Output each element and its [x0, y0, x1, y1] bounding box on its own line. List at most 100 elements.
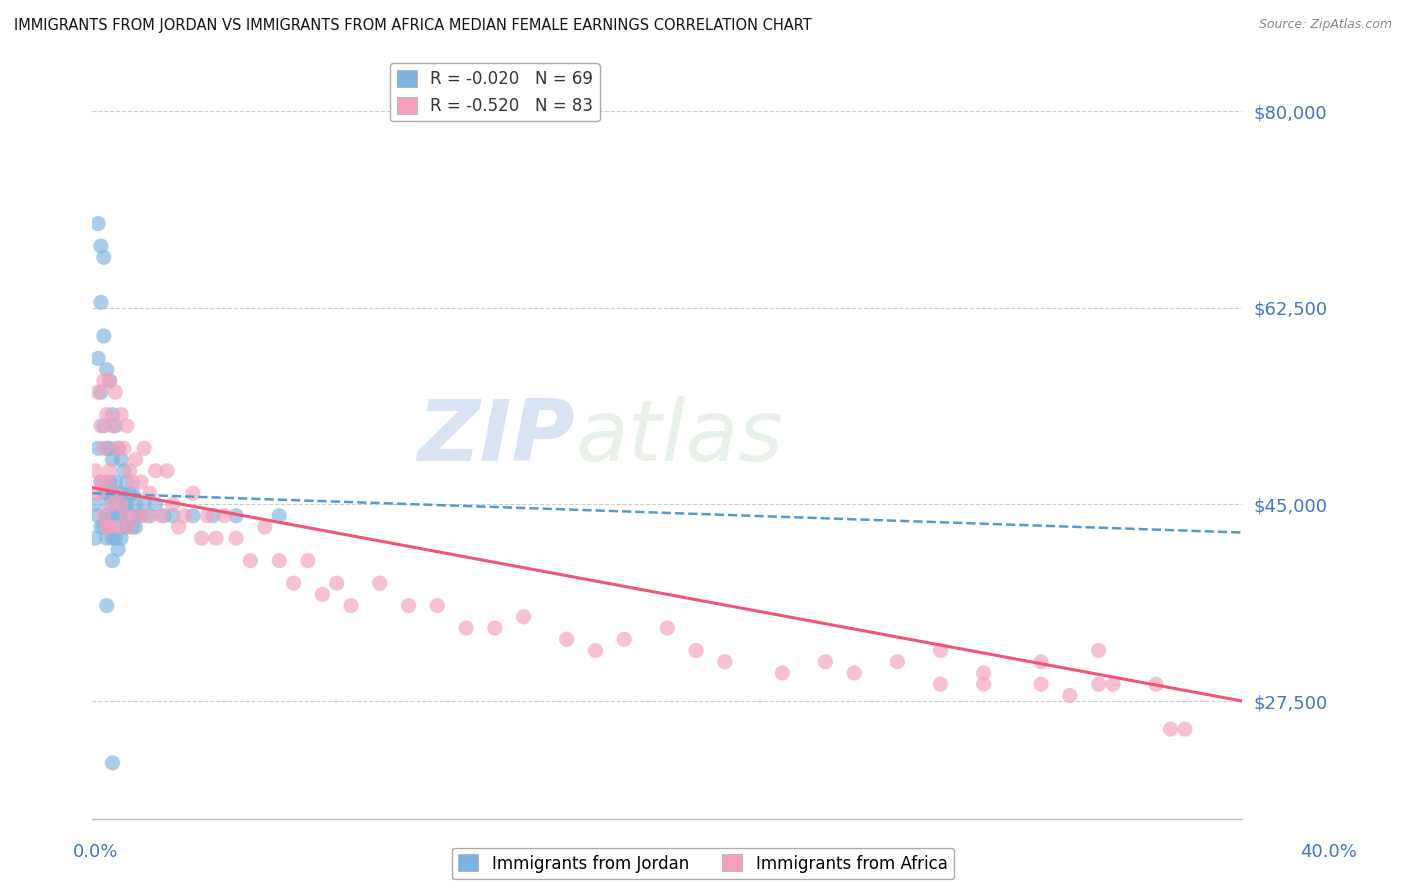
Point [96, 486, 118, 500]
Point [145, 464, 167, 478]
Point [96, 408, 118, 422]
Point [96, 475, 118, 489]
Point [96, 442, 118, 456]
Point [124, 520, 146, 534]
Point [1144, 677, 1167, 691]
Point [115, 475, 138, 489]
Point [162, 508, 184, 523]
Point [112, 498, 135, 512]
Point [190, 531, 212, 545]
Point [96, 531, 118, 545]
Point [124, 498, 146, 512]
Point [340, 599, 363, 613]
Point [929, 677, 952, 691]
Point [87, 486, 110, 500]
Point [104, 385, 127, 400]
Point [96, 508, 118, 523]
Point [139, 508, 162, 523]
Point [93, 251, 115, 265]
Point [127, 508, 149, 523]
Point [96, 362, 118, 376]
Point [181, 508, 204, 523]
Point [205, 531, 228, 545]
Point [90, 385, 112, 400]
Point [101, 531, 124, 545]
Point [118, 520, 141, 534]
Point [93, 374, 115, 388]
Point [112, 442, 135, 456]
Point [368, 576, 391, 591]
Point [115, 508, 138, 523]
Point [107, 486, 129, 500]
Text: IMMIGRANTS FROM JORDAN VS IMMIGRANTS FROM AFRICA MEDIAN FEMALE EARNINGS CORRELAT: IMMIGRANTS FROM JORDAN VS IMMIGRANTS FRO… [14, 18, 811, 33]
Point [96, 599, 118, 613]
Point [195, 508, 218, 523]
Point [124, 452, 146, 467]
Point [87, 217, 110, 231]
Text: Source: ZipAtlas.com: Source: ZipAtlas.com [1258, 18, 1392, 31]
Point [156, 464, 179, 478]
Point [96, 520, 118, 534]
Point [973, 677, 995, 691]
Point [107, 442, 129, 456]
Point [973, 665, 995, 680]
Point [101, 486, 124, 500]
Text: atlas: atlas [575, 395, 783, 479]
Point [118, 508, 141, 523]
Point [121, 475, 143, 489]
Point [107, 508, 129, 523]
Point [127, 508, 149, 523]
Point [311, 587, 333, 601]
Text: 40.0%: 40.0% [1301, 843, 1357, 861]
Point [225, 531, 247, 545]
Point [115, 520, 138, 534]
Point [90, 418, 112, 433]
Point [145, 498, 167, 512]
Point [118, 486, 141, 500]
Point [269, 508, 291, 523]
Point [1029, 655, 1052, 669]
Point [1087, 643, 1109, 657]
Point [585, 643, 607, 657]
Point [84, 498, 107, 512]
Point [325, 576, 347, 591]
Point [87, 385, 110, 400]
Point [110, 508, 132, 523]
Point [269, 554, 291, 568]
Point [98, 520, 121, 534]
Point [657, 621, 679, 635]
Point [110, 531, 132, 545]
Point [84, 531, 107, 545]
Point [129, 475, 152, 489]
Point [167, 520, 190, 534]
Point [929, 643, 952, 657]
Point [1029, 677, 1052, 691]
Point [101, 452, 124, 467]
Point [104, 531, 127, 545]
Point [93, 442, 115, 456]
Point [90, 475, 112, 489]
Point [1059, 689, 1081, 703]
Point [685, 643, 707, 657]
Point [90, 520, 112, 534]
Point [118, 464, 141, 478]
Point [115, 498, 138, 512]
Point [107, 442, 129, 456]
Point [93, 508, 115, 523]
Point [456, 621, 478, 635]
Point [112, 520, 135, 534]
Point [104, 418, 127, 433]
Point [484, 621, 506, 635]
Point [98, 374, 121, 388]
Point [110, 452, 132, 467]
Point [84, 464, 107, 478]
Point [98, 464, 121, 478]
Point [90, 475, 112, 489]
Point [107, 542, 129, 557]
Point [136, 508, 159, 523]
Point [1159, 722, 1181, 736]
Point [1174, 722, 1197, 736]
Point [132, 498, 155, 512]
Point [253, 520, 276, 534]
Point [132, 442, 155, 456]
